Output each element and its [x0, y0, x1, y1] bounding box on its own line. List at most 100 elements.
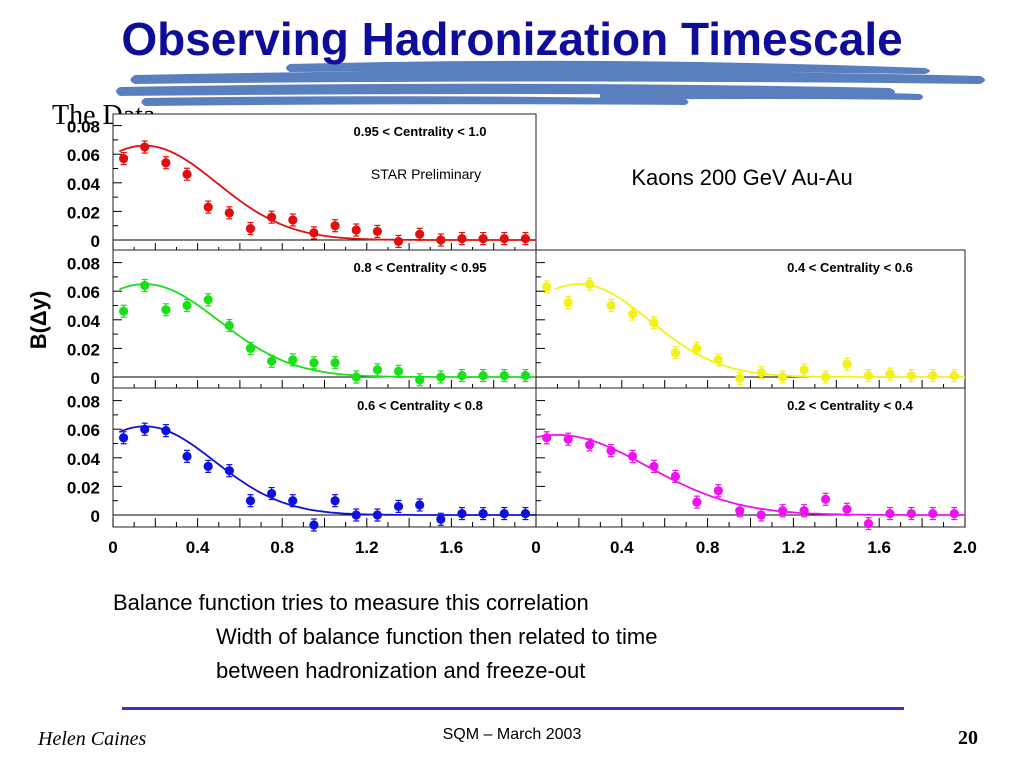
data-point — [585, 440, 595, 450]
data-point — [585, 279, 595, 289]
bullet-1: Balance function tries to measure this c… — [113, 590, 589, 615]
data-point — [478, 233, 488, 244]
data-point — [267, 356, 277, 366]
y-tick-label: 0.06 — [67, 283, 100, 302]
data-point — [351, 510, 361, 520]
data-point — [351, 225, 361, 235]
data-point — [224, 208, 234, 218]
data-point — [606, 300, 616, 311]
fit-curve — [118, 144, 536, 241]
fit-curve — [118, 425, 536, 516]
y-tick-label: 0 — [91, 507, 100, 526]
data-point — [203, 295, 213, 305]
panel-top-left: 0.95 < Centrality < 1.0 — [112, 113, 537, 253]
title-brush-stroke — [116, 60, 985, 106]
data-point — [670, 348, 681, 358]
data-point — [118, 153, 129, 164]
data-point — [267, 488, 277, 499]
data-point — [906, 508, 916, 519]
slide-title: Observing Hadronization Timescale — [121, 13, 903, 65]
data-point — [393, 366, 404, 376]
data-point — [182, 451, 192, 461]
data-point — [520, 370, 531, 381]
y-tick-label: 0.04 — [67, 450, 101, 469]
data-point — [415, 229, 425, 239]
panel-label: 0.6 < Centrality < 0.8 — [357, 398, 483, 413]
data-point — [288, 496, 298, 506]
data-point — [457, 508, 467, 519]
x-tick-label: 1.2 — [782, 538, 806, 557]
x-tick-label: 1.6 — [440, 538, 464, 557]
data-point — [415, 500, 425, 510]
data-point — [820, 372, 831, 382]
data-point — [288, 355, 298, 365]
data-point — [520, 233, 531, 244]
data-point — [118, 306, 129, 316]
data-point — [330, 221, 340, 231]
y-tick-label: 0.02 — [67, 203, 100, 222]
data-point — [949, 370, 959, 381]
data-point — [713, 355, 723, 365]
data-point — [692, 343, 702, 353]
data-point — [499, 233, 509, 244]
data-point — [118, 433, 129, 443]
data-point — [267, 212, 277, 222]
y-tick-label: 0 — [91, 369, 100, 388]
data-point — [713, 486, 723, 496]
data-point — [245, 223, 256, 234]
data-point — [885, 369, 895, 379]
x-tick-label: 0.8 — [270, 538, 294, 557]
y-tick-label: 0.02 — [67, 478, 100, 497]
data-point — [436, 235, 446, 245]
x-tick-label: 0 — [531, 538, 540, 557]
data-point — [563, 298, 573, 308]
data-point — [245, 496, 256, 506]
data-point — [309, 228, 319, 238]
data-point — [842, 359, 852, 369]
data-point — [161, 305, 171, 315]
panel-frame — [112, 249, 537, 390]
y-tick-label: 0.08 — [67, 118, 100, 137]
data-point — [478, 370, 488, 381]
data-point — [799, 365, 809, 375]
data-point — [288, 215, 298, 225]
data-point — [928, 370, 938, 381]
data-point — [563, 434, 573, 444]
data-point — [330, 496, 340, 506]
star-preliminary-label: STAR Preliminary — [371, 166, 481, 182]
data-point — [182, 169, 192, 179]
panel-mid-right: 0.4 < Centrality < 0.6 — [535, 249, 966, 390]
data-point — [542, 282, 552, 292]
data-point — [372, 365, 382, 375]
data-point — [649, 318, 659, 328]
panel-frame — [535, 387, 966, 528]
y-tick-label: 0.06 — [67, 421, 100, 440]
x-tick-label: 2.0 — [953, 538, 977, 557]
y-tick-label: 0 — [91, 232, 100, 251]
bullet-2: Width of balance function then related t… — [216, 624, 658, 649]
y-tick-label: 0.08 — [67, 255, 100, 274]
panel-label: 0.95 < Centrality < 1.0 — [354, 124, 487, 139]
data-point — [161, 158, 171, 168]
data-point — [499, 508, 509, 519]
data-point — [182, 300, 192, 311]
data-point — [330, 358, 340, 368]
data-point — [735, 506, 745, 516]
panel-label: 0.2 < Centrality < 0.4 — [787, 398, 914, 413]
footer-author: Helen Caines — [38, 728, 147, 750]
footer-divider — [122, 707, 904, 710]
panel-mid-left: 0.8 < Centrality < 0.95 — [112, 249, 537, 390]
data-point — [203, 461, 213, 471]
y-tick-label: 0.04 — [67, 312, 101, 331]
data-point — [949, 508, 959, 519]
x-tick-label: 0.4 — [610, 538, 634, 557]
data-point — [885, 508, 895, 519]
data-point — [627, 309, 638, 319]
x-tick-label: 0 — [108, 538, 117, 557]
data-point — [140, 280, 150, 291]
data-point — [245, 343, 256, 353]
x-tick-label: 0.8 — [696, 538, 720, 557]
data-point — [309, 520, 319, 530]
data-point — [778, 372, 788, 382]
data-point — [756, 368, 766, 378]
